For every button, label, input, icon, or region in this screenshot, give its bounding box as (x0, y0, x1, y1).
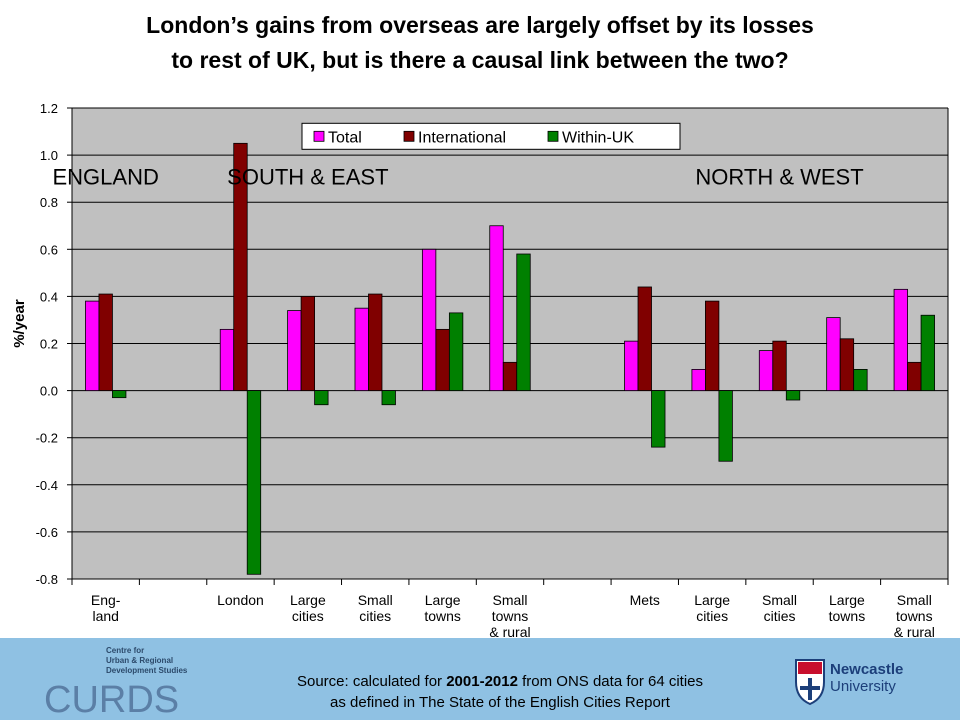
legend-label: Total (328, 129, 362, 146)
legend-label: Within-UK (562, 129, 634, 146)
bar-within-uk (651, 390, 666, 448)
x-category-label: towns (492, 608, 529, 624)
x-category-label: Large (694, 592, 730, 608)
bar-international (368, 293, 383, 391)
x-category-label: cities (764, 608, 796, 624)
x-category-label: & rural (489, 624, 530, 638)
x-category-label: Mets (630, 592, 660, 608)
bar-total (354, 307, 369, 392)
bar-within-uk (516, 253, 531, 391)
curds-small-3: Development Studies (106, 666, 188, 675)
y-tick-label: 0.0 (40, 384, 58, 399)
source-line-2: as defined in The State of the English C… (330, 694, 670, 711)
bar-within-uk (785, 390, 801, 401)
shield-icon (795, 659, 825, 706)
bar-within-uk (448, 312, 464, 391)
x-category-label: Small (492, 592, 527, 608)
x-category-label: cities (292, 608, 324, 624)
bar-within-uk (920, 314, 935, 392)
bar-total (489, 225, 504, 392)
x-category-label: towns (424, 608, 461, 624)
curds-logo: Centre for Urban & Regional Development … (44, 646, 188, 715)
bar-international (839, 338, 855, 391)
x-category-label: Large (425, 592, 461, 608)
curds-small-2: Urban & Regional (106, 656, 173, 665)
bar-within-uk (314, 390, 329, 406)
legend-swatch (313, 130, 325, 142)
bar-within-uk (246, 390, 262, 575)
bar-international (637, 286, 652, 391)
bar-total (421, 248, 437, 392)
x-category-label: & rural (894, 624, 935, 638)
group-label: SOUTH & EAST (227, 165, 388, 190)
bar-within-uk (853, 369, 868, 391)
bar-within-uk (112, 390, 127, 399)
x-category-label: Large (829, 592, 865, 608)
source-pre: Source: calculated for (296, 673, 447, 690)
source-years: 2001-2012 (446, 673, 518, 690)
y-tick-label: 0.2 (40, 337, 58, 352)
y-tick-label: -0.2 (36, 431, 58, 446)
y-tick-label: 0.6 (40, 242, 58, 257)
bar-within-uk (381, 390, 396, 406)
university-text: University (830, 678, 896, 695)
group-label: NORTH & WEST (695, 165, 863, 190)
bar-international (907, 361, 922, 391)
chart: 1.2 1.0 0.8 0.6 0.4 0.2 0.0 -0.2 -0.4 -0.6 -0.8 %/y… (0, 88, 960, 638)
y-tick-label: 0.4 (40, 289, 58, 304)
curds-wordmark: CURDS (44, 679, 179, 715)
x-category-label: Small (897, 592, 932, 608)
y-tick-label: 1.0 (40, 148, 58, 163)
bar-total (624, 340, 639, 392)
bar-total (85, 300, 100, 391)
newcastle-university-logo: Newcastle University (795, 659, 903, 706)
x-category-label: London (217, 592, 264, 608)
x-category-label: Eng- (91, 592, 121, 608)
bar-international (98, 293, 113, 391)
legend-box (301, 122, 681, 150)
bar-total (826, 317, 841, 391)
y-axis-label: %/year (11, 299, 28, 348)
title-area: London’s gains from overseas are largely… (0, 0, 960, 88)
legend-label: International (418, 129, 506, 146)
y-tick-label: -0.8 (36, 572, 58, 587)
legend-swatch (547, 130, 559, 142)
bar-total (219, 328, 235, 391)
bar-total (287, 310, 302, 391)
bar-international (502, 361, 518, 391)
source-post: from ONS data for 64 cities (517, 673, 704, 690)
bar-international (435, 328, 450, 391)
bar-total (758, 350, 774, 392)
bar-total (893, 288, 908, 392)
x-category-label: towns (829, 608, 866, 624)
x-category-label: land (92, 608, 118, 624)
bar-international (705, 300, 720, 391)
chart-title-line-2: to rest of UK, but is there a causal lin… (171, 47, 789, 73)
y-tick-label: 1.2 (40, 101, 58, 116)
x-category-label: cities (359, 608, 391, 624)
curds-small-1: Centre for (106, 646, 144, 655)
newcastle-text: Newcastle (830, 661, 903, 678)
x-category-label: cities (696, 608, 728, 624)
y-tick-label: -0.6 (36, 525, 58, 540)
y-tick-label: -0.4 (36, 478, 58, 493)
x-category-label: Small (762, 592, 797, 608)
bar-international (772, 340, 787, 392)
chart-title-line-1: London’s gains from overseas are largely… (146, 12, 814, 38)
y-tick-label: 0.8 (40, 195, 58, 210)
group-label: ENGLAND (53, 165, 159, 190)
bar-international (300, 295, 315, 391)
legend-swatch (403, 130, 415, 142)
bar-total (691, 369, 706, 391)
x-category-label: Small (358, 592, 393, 608)
bar-international (233, 142, 248, 391)
x-category-label: Large (290, 592, 326, 608)
bar-within-uk (718, 390, 733, 462)
x-category-label: towns (896, 608, 933, 624)
source-line-1: Source: calculated for 2001-2012 from ON… (200, 673, 800, 690)
